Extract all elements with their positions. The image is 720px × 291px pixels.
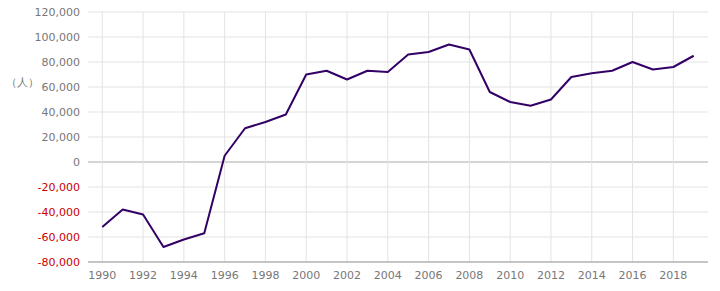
y-grid-line xyxy=(88,87,708,88)
y-tick-label: 100,000 xyxy=(35,31,81,44)
x-tick-label: 2004 xyxy=(374,269,402,282)
y-tick-label: -60,000 xyxy=(38,231,80,244)
grid xyxy=(88,12,708,262)
x-tick-label: 2012 xyxy=(537,269,565,282)
x-tick-label: 1996 xyxy=(211,269,239,282)
y-tick-label: 80,000 xyxy=(42,56,81,69)
y-tick-label: 120,000 xyxy=(35,6,81,19)
data-line xyxy=(102,45,693,248)
y-axis-label: （人） xyxy=(6,76,39,89)
x-grid-line xyxy=(428,12,429,262)
x-grid-line xyxy=(306,12,307,262)
x-tick-label: 2006 xyxy=(415,269,443,282)
x-tick-label: 2018 xyxy=(659,269,687,282)
y-tick-label: -80,000 xyxy=(38,256,80,269)
x-tick-label: 2002 xyxy=(333,269,361,282)
y-grid-line xyxy=(88,137,708,138)
y-grid-line xyxy=(88,12,708,13)
x-tick-label: 1992 xyxy=(129,269,157,282)
y-grid-line xyxy=(88,262,708,263)
x-grid-line xyxy=(673,12,674,262)
y-grid-line xyxy=(88,187,708,188)
x-grid-line xyxy=(265,12,266,262)
axes: -80,000 -60,000 -40,000 -20,000 0 20,000 40,00… xyxy=(35,6,709,282)
x-tick-label: 1994 xyxy=(170,269,198,282)
y-grid-line xyxy=(88,212,708,213)
x-tick-label: 1998 xyxy=(251,269,279,282)
x-tick-label: 1990 xyxy=(88,269,116,282)
x-grid-line xyxy=(143,12,144,262)
y-grid-line xyxy=(88,237,708,238)
x-grid-line xyxy=(224,12,225,262)
y-tick-label: -40,000 xyxy=(38,206,80,219)
y-grid-line xyxy=(88,112,708,113)
x-grid-line xyxy=(510,12,511,262)
x-grid-line xyxy=(632,12,633,262)
plot-area xyxy=(102,45,693,248)
y-grid-line xyxy=(88,37,708,38)
y-tick-label: 20,000 xyxy=(42,131,81,144)
x-grid-line xyxy=(347,12,348,262)
x-grid-line xyxy=(183,12,184,262)
y-tick-label: 60,000 xyxy=(42,81,81,94)
x-grid-line xyxy=(102,12,103,262)
x-tick-label: 2010 xyxy=(496,269,524,282)
x-tick-label: 2000 xyxy=(292,269,320,282)
x-grid-line xyxy=(550,12,551,262)
y-tick-label: 40,000 xyxy=(42,106,81,119)
x-grid-line xyxy=(591,12,592,262)
x-tick-label: 2008 xyxy=(455,269,483,282)
y-tick-label: 0 xyxy=(73,156,80,169)
y-grid-line xyxy=(88,162,708,163)
x-tick-label: 2014 xyxy=(578,269,606,282)
chart: -80,000 -60,000 -40,000 -20,000 0 20,000 40,00… xyxy=(0,0,720,291)
x-tick-label: 2016 xyxy=(619,269,647,282)
x-axis-line xyxy=(88,262,708,263)
x-grid-line xyxy=(387,12,388,262)
y-tick-label: -20,000 xyxy=(38,181,80,194)
